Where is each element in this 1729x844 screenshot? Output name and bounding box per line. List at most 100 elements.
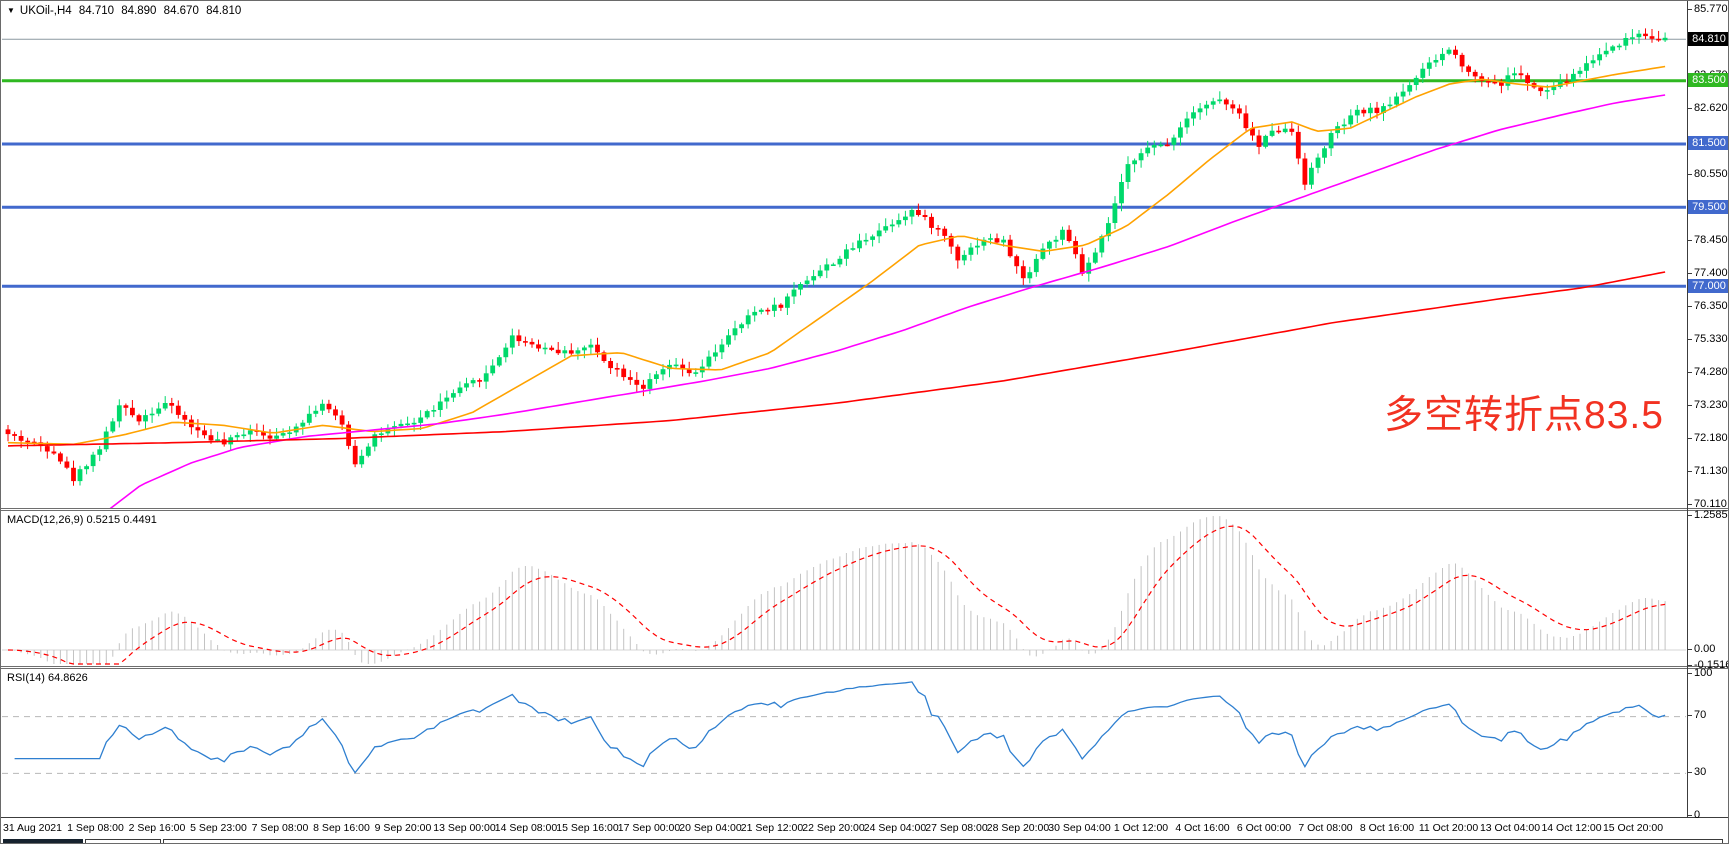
price-tick-label: 74.280 (1694, 366, 1728, 378)
time-tick-label: 28 Sep 20:00 (986, 822, 1050, 834)
chevron-down-icon[interactable]: ▼ (7, 6, 15, 15)
macd-tick-label: 1.2585 (1694, 509, 1728, 521)
horizontal-levels[interactable] (2, 38, 1686, 288)
rsi-tick-label: 0 (1694, 809, 1701, 821)
time-tick-label: 24 Sep 04:00 (863, 822, 927, 834)
axis-tick (1688, 772, 1692, 773)
macd-label: MACD(12,26,9) 0.5215 0.4491 (7, 514, 157, 526)
axis-tick (1688, 504, 1692, 505)
quote-high: 84.890 (121, 5, 157, 17)
chart-title: ▼ UKOil-,H4 84.710 84.890 84.670 84.810 (7, 5, 245, 17)
time-tick-label: 13 Sep 00:00 (433, 822, 496, 834)
price-tick-label: 82.620 (1694, 102, 1728, 114)
time-tick-label: 4 Oct 16:00 (1175, 822, 1230, 834)
rsi-label: RSI(14) 64.8626 (7, 672, 88, 684)
chart-tab[interactable] (85, 839, 161, 843)
mid-ma-line (109, 94, 1666, 508)
symbol-timeframe-label: UKOil-,H4 (19, 5, 72, 17)
price-tick-label: 75.330 (1694, 333, 1728, 345)
time-tick-label: 31 Aug 2021 (3, 822, 62, 834)
time-tick-label: 5 Sep 23:00 (190, 822, 247, 834)
price-level-badge: 81.500 (1688, 136, 1728, 150)
macd-name: MACD(12,26,9) (7, 514, 84, 526)
time-tick-label: 30 Sep 04:00 (1048, 822, 1111, 834)
time-tick-label: 14 Oct 12:00 (1541, 822, 1602, 834)
macd-histogram (14, 516, 1666, 664)
slow-ma-line (7, 271, 1666, 447)
quote-low: 84.670 (163, 5, 199, 17)
axis-tick (1688, 306, 1692, 307)
candles-series[interactable] (5, 28, 1668, 486)
chart-tab[interactable] (163, 839, 1723, 843)
time-tick-label: 27 Sep 08:00 (925, 822, 988, 834)
axis-tick (1688, 372, 1692, 373)
fast-ma-line (7, 65, 1666, 446)
price-tick-label: 78.450 (1694, 234, 1728, 246)
pivot-annotation-text: 多空转折点83.5 (1384, 394, 1664, 437)
macd-signal-line (7, 525, 1666, 665)
time-tick-label: 8 Oct 16:00 (1359, 822, 1415, 834)
macd-value: 0.5215 (86, 514, 121, 526)
axis-tick (1688, 174, 1692, 175)
time-axis-line (1, 817, 1728, 818)
time-tick-label: 14 Sep 08:00 (494, 822, 558, 834)
price-tick-label: 71.130 (1694, 465, 1728, 477)
axis-tick (1688, 471, 1692, 472)
axis-tick (1688, 339, 1692, 340)
axis-tick (1688, 515, 1692, 516)
price-tick-label: 72.180 (1694, 432, 1728, 444)
price-tick-label: 70.110 (1694, 498, 1727, 510)
time-tick-label: 13 Oct 04:00 (1479, 822, 1541, 834)
axis-tick (1688, 405, 1692, 406)
rsi-indicator-chart[interactable] (2, 669, 1686, 816)
axis-tick (1688, 673, 1692, 674)
macd-signal-value: 0.4491 (123, 514, 157, 526)
price-level-badge: 79.500 (1688, 200, 1728, 214)
macd-tick-label: -0.1516 (1694, 659, 1729, 671)
price-tick-label: 76.350 (1694, 300, 1728, 312)
time-tick-label: 20 Sep 04:00 (679, 822, 742, 834)
rsi-name: RSI(14) (7, 672, 45, 684)
axis-tick (1688, 240, 1692, 241)
time-tick-label: 7 Oct 08:00 (1298, 822, 1353, 834)
axis-tick (1688, 815, 1692, 816)
time-tick-label: 17 Sep 00:00 (617, 822, 681, 834)
time-tick-label: 1 Sep 08:00 (67, 822, 124, 834)
time-tick-label: 22 Sep 20:00 (802, 822, 865, 834)
time-tick-label: 8 Sep 16:00 (313, 822, 370, 834)
axis-tick (1688, 108, 1692, 109)
price-axis-line[interactable] (1687, 1, 1688, 817)
chart-tab-active[interactable] (3, 839, 83, 843)
axis-tick (1688, 715, 1692, 716)
time-tick-label: 21 Sep 12:00 (740, 822, 804, 834)
price-level-badge: 77.000 (1688, 279, 1728, 293)
panel-separator[interactable] (1, 666, 1728, 669)
rsi-levels (2, 716, 1686, 774)
time-tick-label: 2 Sep 16:00 (128, 822, 186, 834)
quote-close: 84.810 (206, 5, 242, 17)
time-tick-label: 15 Sep 16:00 (556, 822, 619, 834)
axis-tick (1688, 665, 1692, 666)
time-tick-label: 11 Oct 20:00 (1418, 822, 1479, 834)
axis-tick (1688, 273, 1692, 274)
price-tick-label: 73.230 (1694, 399, 1728, 411)
rsi-line (14, 681, 1666, 774)
time-tick-label: 9 Sep 20:00 (374, 822, 432, 834)
time-tick-label: 7 Sep 08:00 (251, 822, 309, 834)
candlestick-chart[interactable] (2, 3, 1686, 508)
panel-separator[interactable] (1, 508, 1728, 511)
quote-open: 84.710 (78, 5, 115, 17)
price-tick-label: 77.400 (1694, 267, 1728, 279)
rsi-tick-label: 30 (1694, 766, 1707, 778)
axis-tick (1688, 438, 1692, 439)
rsi-tick-label: 70 (1694, 709, 1707, 721)
price-tick-label: 80.550 (1694, 168, 1728, 180)
time-tick-label: 1 Oct 12:00 (1113, 822, 1169, 834)
time-tick-label: 6 Oct 00:00 (1236, 822, 1292, 834)
price-level-badge: 84.810 (1688, 32, 1728, 46)
rsi-tick-label: 100 (1694, 667, 1713, 679)
axis-tick (1688, 9, 1692, 10)
macd-tick-label: 0.00 (1694, 643, 1716, 655)
macd-indicator-chart[interactable] (2, 511, 1686, 666)
